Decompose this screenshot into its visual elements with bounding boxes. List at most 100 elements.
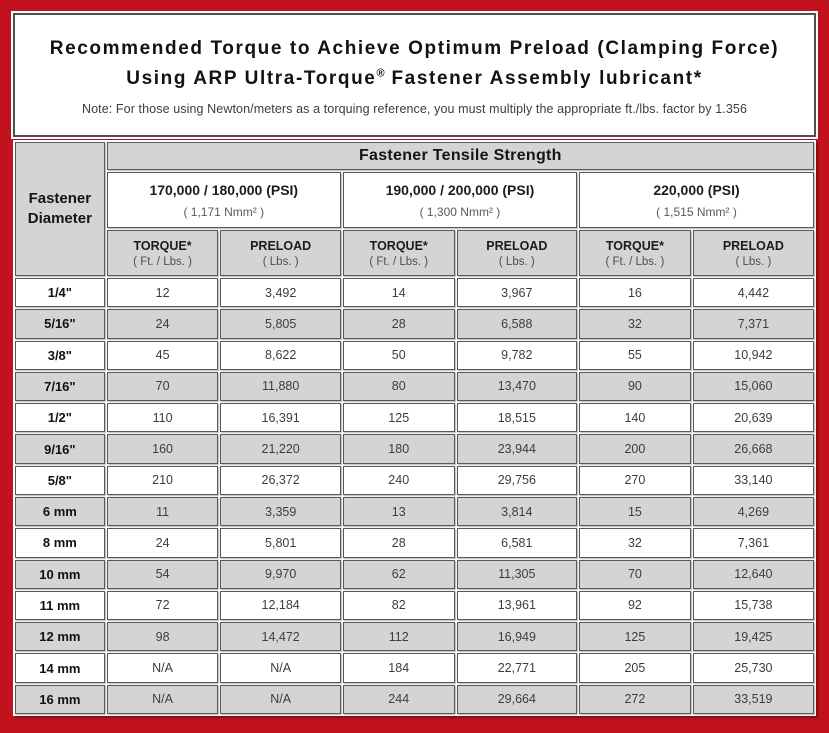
preload-value-cell: 16,949: [456, 622, 578, 652]
page-title: Recommended Torque to Achieve Optimum Pr…: [50, 34, 779, 93]
torque-unit: ( Ft. / Lbs. ): [605, 255, 665, 268]
preload-value-cell: 3,814: [456, 496, 578, 527]
preload-value-cell: 23,944: [456, 434, 578, 464]
torque-value-cell: 125: [579, 622, 691, 652]
preload-value-cell: 7,361: [692, 528, 814, 558]
fastener-diameter-cell: 5/16": [15, 309, 105, 339]
preload-unit: ( Lbs. ): [498, 255, 535, 268]
title-line-2: Using ARP Ultra-Torque® Fastener Assembl…: [50, 64, 779, 93]
torque-value-cell: 92: [579, 590, 691, 621]
preload-label: PRELOAD: [486, 238, 548, 253]
nmm-label: ( 1,515 Nmm² ): [656, 204, 737, 219]
preload-value-cell: 13,961: [456, 590, 578, 621]
torque-value-cell: 270: [579, 465, 691, 495]
preload-value-cell: 33,519: [692, 684, 814, 714]
nmm-label: ( 1,171 Nmm² ): [183, 204, 265, 219]
torque-value-cell: 54: [106, 559, 219, 589]
fastener-diameter-cell: 5/8": [15, 465, 105, 495]
preload-label: PRELOAD: [722, 238, 784, 253]
fastener-diameter-cell: 8 mm: [15, 528, 105, 558]
preload-value-cell: 19,425: [692, 622, 814, 652]
preload-value-cell: 10,942: [692, 340, 814, 370]
torque-value-cell: 200: [579, 434, 691, 464]
fastener-diameter-cell: 3/8": [15, 340, 105, 370]
fastener-diameter-header-line1: Fastener: [28, 189, 92, 207]
preload-value-cell: 4,442: [692, 278, 814, 308]
torque-label: TORQUE*: [605, 238, 664, 253]
torque-value-cell: 240: [342, 465, 455, 495]
torque-table-body: 1/4" 12 3,492 14 3,967 16 4,442 5/16" 24 5,805 28 6…: [15, 278, 814, 714]
preload-column-header-2: PRELOAD ( Lbs. ): [456, 230, 578, 276]
fastener-diameter-header: Fastener Diameter: [15, 142, 105, 276]
torque-value-cell: 70: [106, 371, 219, 402]
torque-value-cell: 13: [342, 496, 455, 527]
preload-value-cell: 14,472: [220, 622, 341, 652]
torque-value-cell: 80: [342, 371, 455, 402]
torque-value-cell: 210: [106, 465, 219, 495]
torque-column-header-2: TORQUE* ( Ft. / Lbs. ): [342, 230, 455, 276]
preload-column-header-1: PRELOAD ( Lbs. ): [220, 230, 341, 276]
torque-value-cell: 110: [106, 403, 219, 433]
torque-value-cell: 90: [579, 371, 691, 402]
table-row: 9/16" 160 21,220 180 23,944 200 26,668: [15, 434, 814, 464]
torque-value-cell: 125: [342, 403, 455, 433]
torque-column-header-3: TORQUE* ( Ft. / Lbs. ): [579, 230, 691, 276]
preload-value-cell: 15,738: [692, 590, 814, 621]
torque-value-cell: 45: [106, 340, 219, 370]
preload-value-cell: 25,730: [692, 653, 814, 683]
torque-unit: ( Ft. / Lbs. ): [133, 255, 192, 268]
psi-group-190-200: 190,000 / 200,000 (PSI) ( 1,300 Nmm² ): [342, 172, 578, 228]
fastener-diameter-cell: 12 mm: [15, 622, 105, 652]
title-line-1: Recommended Torque to Achieve Optimum Pr…: [49, 38, 780, 60]
preload-value-cell: 12,640: [692, 559, 814, 589]
preload-value-cell: 21,220: [220, 434, 341, 464]
torque-value-cell: 244: [342, 684, 455, 714]
preload-unit: ( Lbs. ): [262, 255, 299, 268]
preload-value-cell: 26,668: [692, 434, 814, 464]
preload-value-cell: N/A: [220, 653, 341, 683]
fastener-diameter-cell: 10 mm: [15, 559, 105, 589]
table-row: 12 mm 98 14,472 112 16,949 125 19,425: [15, 622, 814, 652]
fastener-diameter-cell: 14 mm: [15, 653, 105, 683]
fastener-diameter-cell: 1/4": [15, 278, 105, 308]
torque-value-cell: 15: [579, 496, 691, 527]
torque-value-cell: 14: [342, 278, 455, 308]
torque-value-cell: 50: [342, 340, 455, 370]
torque-label: TORQUE*: [369, 238, 428, 253]
torque-value-cell: 272: [579, 684, 691, 714]
fastener-diameter-cell: 6 mm: [15, 496, 105, 527]
table-row: 6 mm 11 3,359 13 3,814 15 4,269: [15, 496, 814, 527]
tensile-strength-row: Fastener Diameter Fastener Tensile Stren…: [15, 142, 814, 276]
torque-unit: ( Ft. / Lbs. ): [369, 255, 429, 268]
torque-value-cell: 180: [342, 434, 455, 464]
torque-value-cell: 24: [106, 528, 219, 558]
preload-value-cell: 5,801: [220, 528, 341, 558]
torque-value-cell: 82: [342, 590, 455, 621]
preload-value-cell: 16,391: [220, 403, 341, 433]
table-row: 1/2" 110 16,391 125 18,515 140 20,639: [15, 403, 814, 433]
preload-value-cell: 9,782: [456, 340, 578, 370]
title-panel: Recommended Torque to Achieve Optimum Pr…: [11, 11, 818, 139]
table-row: 11 mm 72 12,184 82 13,961 92 15,738: [15, 590, 814, 621]
preload-value-cell: 3,492: [220, 278, 341, 308]
torque-value-cell: 28: [342, 309, 455, 339]
table-row: 14 mm N/A N/A 184 22,771 205 25,730: [15, 653, 814, 683]
torque-value-cell: 205: [579, 653, 691, 683]
table-row: 3/8" 45 8,622 50 9,782 55 10,942: [15, 340, 814, 370]
torque-value-cell: 12: [106, 278, 219, 308]
note-text: Note: For those using Newton/meters as a…: [81, 101, 747, 116]
torque-value-cell: 160: [106, 434, 219, 464]
preload-value-cell: 11,880: [220, 371, 341, 402]
psi-label: 220,000 (PSI): [653, 181, 740, 198]
torque-value-cell: 62: [342, 559, 455, 589]
registered-trademark-symbol: ®: [376, 67, 385, 80]
title-line-2-suffix: Fastener Assembly lubricant*: [384, 67, 703, 89]
preload-value-cell: 9,970: [220, 559, 341, 589]
fastener-diameter-cell: 9/16": [15, 434, 105, 464]
torque-label: TORQUE*: [133, 238, 192, 253]
preload-value-cell: 26,372: [220, 465, 341, 495]
preload-value-cell: 6,581: [456, 528, 578, 558]
torque-value-cell: N/A: [106, 684, 219, 714]
fastener-diameter-cell: 11 mm: [15, 590, 105, 621]
